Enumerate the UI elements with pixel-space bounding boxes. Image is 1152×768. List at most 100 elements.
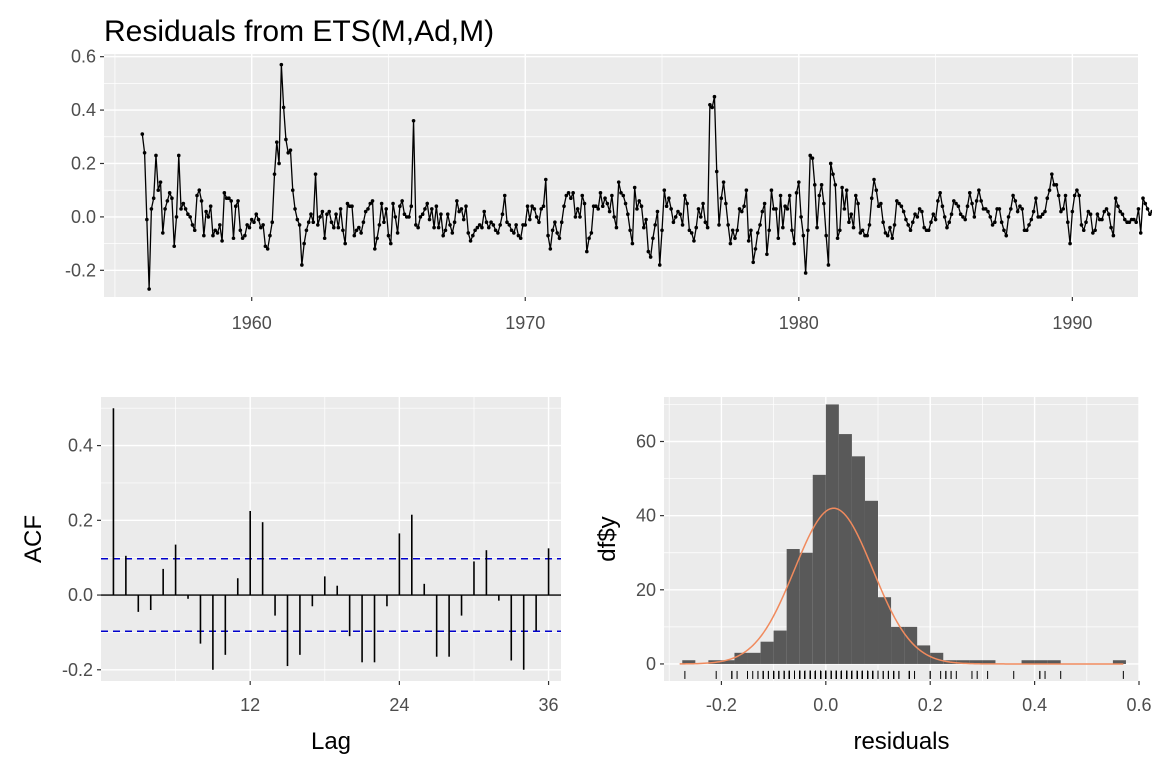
y-axis-label: ACF bbox=[20, 515, 47, 563]
residual-point bbox=[514, 223, 518, 227]
x-tick-label: 1980 bbox=[779, 313, 819, 333]
residual-point bbox=[425, 201, 430, 206]
residual-point bbox=[541, 204, 546, 209]
x-axis-label: residuals bbox=[853, 728, 949, 755]
residual-point bbox=[810, 156, 815, 160]
residual-point bbox=[967, 191, 972, 195]
residual-point bbox=[311, 220, 316, 225]
residual-point bbox=[550, 228, 555, 233]
residual-point bbox=[1120, 212, 1125, 217]
residual-point bbox=[1024, 228, 1029, 233]
residual-point bbox=[680, 223, 685, 227]
residual-point bbox=[977, 188, 981, 192]
residual-point bbox=[279, 62, 284, 67]
residual-point bbox=[683, 193, 687, 198]
residual-point bbox=[505, 220, 509, 225]
x-tick-label: -0.2 bbox=[706, 695, 737, 715]
residual-point bbox=[828, 161, 833, 166]
residual-point bbox=[1104, 207, 1109, 211]
residual-point bbox=[270, 220, 275, 225]
residual-point bbox=[233, 204, 238, 209]
residual-point bbox=[851, 225, 856, 230]
residual-point bbox=[445, 212, 450, 217]
residual-point bbox=[1118, 209, 1123, 214]
residual-point bbox=[268, 233, 272, 238]
residual-point bbox=[1132, 217, 1136, 222]
residual-point bbox=[222, 191, 227, 195]
residual-point bbox=[343, 241, 347, 246]
residual-point bbox=[373, 247, 377, 251]
residual-point bbox=[304, 228, 309, 233]
histogram-bar bbox=[747, 652, 761, 664]
residual-point bbox=[468, 239, 473, 243]
residual-point bbox=[215, 231, 220, 235]
residual-point bbox=[530, 204, 534, 209]
residual-point bbox=[899, 204, 904, 209]
residual-point bbox=[637, 199, 642, 203]
residual-point bbox=[644, 217, 648, 222]
residual-point bbox=[719, 196, 724, 200]
residual-point bbox=[318, 215, 322, 219]
residual-point bbox=[988, 215, 993, 219]
residual-point bbox=[452, 220, 457, 225]
residual-point bbox=[249, 217, 254, 222]
residual-point bbox=[1145, 207, 1150, 211]
residual-point bbox=[398, 204, 402, 209]
residual-point bbox=[735, 228, 740, 233]
residual-point bbox=[395, 231, 400, 235]
residual-point bbox=[259, 225, 263, 230]
residual-point bbox=[366, 207, 370, 211]
residual-point bbox=[687, 228, 692, 233]
residual-point bbox=[229, 199, 233, 203]
residual-point bbox=[427, 217, 432, 222]
residual-point bbox=[833, 183, 838, 187]
residual-point bbox=[1013, 199, 1018, 203]
residual-point bbox=[1009, 207, 1013, 211]
residual-point bbox=[1029, 217, 1034, 222]
residual-point bbox=[459, 207, 464, 211]
residual-point bbox=[147, 287, 151, 291]
residual-point bbox=[1134, 220, 1138, 225]
residual-point bbox=[639, 204, 644, 209]
residual-point bbox=[170, 196, 174, 200]
residual-point bbox=[712, 94, 717, 99]
residual-point bbox=[331, 225, 336, 230]
residual-point bbox=[1143, 201, 1148, 206]
residual-point bbox=[320, 209, 325, 214]
residual-point bbox=[500, 212, 505, 217]
residual-point bbox=[710, 105, 714, 110]
residual-point bbox=[402, 212, 407, 217]
residual-point bbox=[949, 212, 954, 217]
y-tick-label: 0 bbox=[646, 654, 656, 674]
residual-point bbox=[509, 228, 514, 233]
residual-point bbox=[432, 225, 436, 230]
residual-point bbox=[543, 177, 548, 182]
residual-point bbox=[657, 263, 662, 267]
residual-point bbox=[844, 188, 849, 192]
residual-point bbox=[703, 220, 708, 225]
residual-point bbox=[872, 177, 876, 182]
residual-point bbox=[1077, 193, 1081, 198]
residual-point bbox=[161, 231, 165, 235]
residual-point bbox=[1136, 207, 1141, 211]
residual-point bbox=[548, 247, 553, 251]
residual-point bbox=[471, 233, 475, 238]
chart-title: Residuals from ETS(M,Ad,M) bbox=[104, 15, 494, 48]
residual-point bbox=[856, 201, 860, 206]
residual-point bbox=[753, 247, 758, 251]
residual-point bbox=[628, 228, 632, 233]
residual-point bbox=[204, 209, 208, 214]
residual-point bbox=[1018, 204, 1022, 209]
residual-point bbox=[819, 183, 824, 187]
residual-point bbox=[240, 236, 245, 241]
residual-point bbox=[1011, 193, 1015, 198]
residual-point bbox=[1068, 241, 1072, 246]
residual-point bbox=[669, 207, 673, 211]
residual-point bbox=[897, 201, 901, 206]
residual-point bbox=[149, 207, 154, 211]
residual-point bbox=[794, 191, 799, 195]
residual-point bbox=[646, 249, 651, 254]
residual-point bbox=[302, 241, 306, 246]
residual-point bbox=[375, 236, 379, 241]
residual-point bbox=[1116, 204, 1120, 209]
